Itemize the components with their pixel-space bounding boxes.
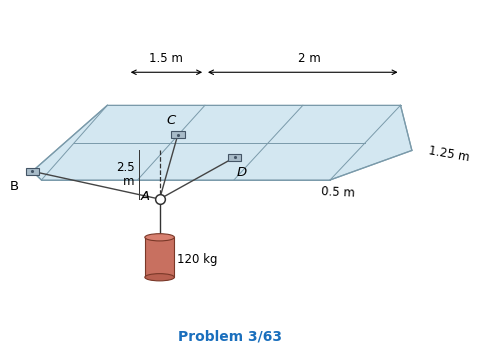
FancyBboxPatch shape [171,131,184,138]
Text: 120 kg: 120 kg [177,253,218,266]
Text: 2 m: 2 m [298,52,321,65]
Ellipse shape [145,274,174,281]
Text: 0.5 m: 0.5 m [321,185,355,199]
Text: Problem 3/63: Problem 3/63 [178,329,282,343]
Bar [145,237,174,277]
Text: B: B [10,180,19,193]
Text: 1.5 m: 1.5 m [149,52,183,65]
Text: C: C [166,114,176,127]
Text: D: D [237,166,247,179]
Ellipse shape [145,234,174,241]
Text: m: m [123,175,135,188]
FancyBboxPatch shape [228,154,241,161]
Text: 2.5: 2.5 [116,161,135,174]
Text: A: A [140,190,149,203]
Text: 1.25 m: 1.25 m [428,144,471,164]
FancyBboxPatch shape [25,168,39,175]
Polygon shape [32,105,412,180]
